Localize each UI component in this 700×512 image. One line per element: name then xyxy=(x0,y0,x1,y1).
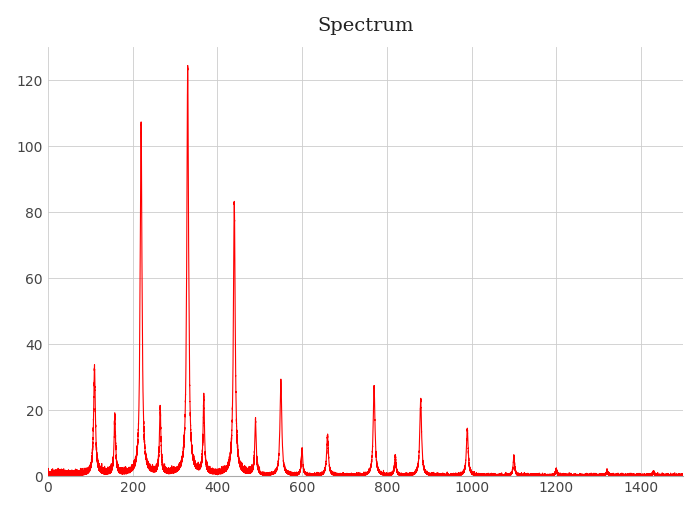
Title: Spectrum: Spectrum xyxy=(317,17,414,35)
